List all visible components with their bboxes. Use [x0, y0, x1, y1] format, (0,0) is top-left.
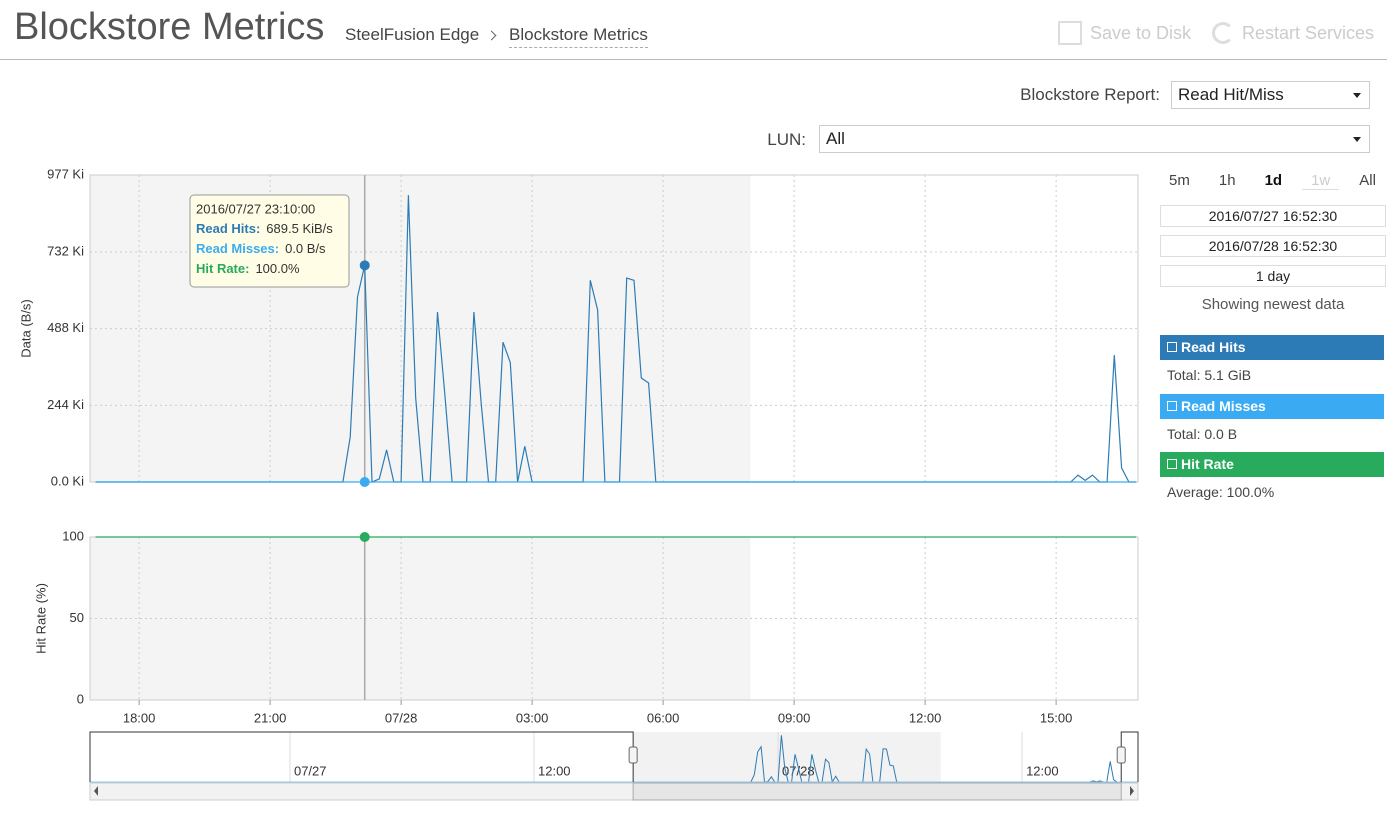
series-line: [95, 195, 1137, 483]
report-value: Read Hit/Miss: [1178, 85, 1284, 104]
charts: 0.0 Ki 244 Ki 488 Ki 732 Ki 977 Ki Data (B/s)…: [18, 166, 1139, 801]
save-button[interactable]: Save to Disk: [1090, 23, 1192, 43]
scroll-right[interactable]: [1130, 786, 1134, 796]
tooltip-label: Hit Rate:: [196, 261, 249, 276]
save-icon: [1058, 21, 1082, 45]
legend-check: [1167, 401, 1177, 411]
x-tick-label: 15:00: [1040, 710, 1073, 725]
breadcrumb-root[interactable]: SteelFusion Edge: [345, 25, 480, 44]
navigator-handle[interactable]: [628, 746, 638, 764]
y-axis-label: Hit Rate (%): [33, 583, 48, 654]
legend-read-misses[interactable]: Read Misses: [1160, 394, 1384, 419]
header-rule: [0, 59, 1387, 60]
navigator-shade: [633, 732, 941, 782]
navigator-line: [635, 735, 1121, 784]
tooltip-value: 100.0%: [255, 261, 300, 276]
y-tick-label: 50: [70, 610, 84, 625]
restart-button[interactable]: Restart Services: [1242, 23, 1375, 43]
tooltip-row: Read Hits: 689.5 KiB/s: [196, 221, 333, 236]
restart-icon: [1212, 22, 1234, 44]
start-field[interactable]: 2016/07/27 16:52:30: [1160, 205, 1386, 227]
legend-label: Read Misses: [1181, 398, 1266, 414]
legend-label: Read Hits: [1181, 339, 1246, 355]
scrollbar-thumb[interactable]: [632, 782, 1122, 801]
breadcrumb-current: Blockstore Metrics: [509, 25, 648, 48]
navigator-outline: [89, 731, 1139, 782]
range-button[interactable]: All: [1359, 172, 1376, 189]
tooltip-label: Read Misses:: [196, 241, 279, 256]
navigator-tick-label: 12:00: [538, 763, 571, 778]
report-label: Blockstore Report:: [1020, 85, 1160, 104]
lun-label: LUN:: [767, 130, 806, 149]
range-button[interactable]: 1w: [1302, 172, 1340, 190]
legend-check: [1167, 342, 1177, 352]
range-buttons: 5m 1h 1d 1w All: [1160, 172, 1385, 190]
range-status: Showing newest data: [1201, 296, 1345, 313]
tooltip-label: Read Hits:: [196, 221, 260, 236]
navigator-handle[interactable]: [1116, 746, 1126, 764]
lun-select[interactable]: All: [819, 125, 1370, 153]
y-tick-label: 244 Ki: [47, 397, 84, 412]
x-tick-label: 09:00: [778, 710, 811, 725]
y-tick-label: 0.0 Ki: [51, 473, 84, 488]
y-tick-label: 0: [77, 691, 84, 706]
tooltip-value: 0.0 B/s: [285, 241, 326, 256]
legend-summary: Total: 5.1 GiB: [1167, 367, 1252, 383]
legend-summary: Total: 0.0 B: [1167, 426, 1238, 442]
y-tick-label: 100: [62, 528, 84, 543]
duration-field[interactable]: 1 day: [1160, 265, 1386, 287]
tooltip-row: Hit Rate: 100.0%: [196, 261, 300, 276]
x-tick-label: 03:00: [516, 710, 549, 725]
y-tick-label: 488 Ki: [47, 320, 84, 335]
x-tick-label: 12:00: [909, 710, 942, 725]
tooltip-row: Read Misses: 0.0 B/s: [196, 241, 326, 256]
tooltip-value: 689.5 KiB/s: [266, 221, 333, 236]
range-button[interactable]: 1h: [1218, 172, 1236, 189]
report-select[interactable]: Read Hit/Miss: [1171, 81, 1370, 109]
y-tick-label: 732 Ki: [47, 243, 84, 258]
hover-point: [359, 532, 370, 542]
tooltip-title: 2016/07/27 23:10:00: [196, 201, 315, 216]
x-tick-label: 18:00: [123, 710, 156, 725]
y-axis-label: Data (B/s): [18, 299, 33, 358]
x-tick-label: 06:00: [647, 710, 680, 725]
tooltip-box: [189, 194, 350, 288]
legend-read-hits[interactable]: Read Hits: [1160, 335, 1384, 360]
range-button[interactable]: 1d: [1264, 172, 1283, 189]
end-field[interactable]: 2016/07/28 16:52:30: [1160, 235, 1386, 257]
navigator-tick-label: 07/28: [782, 763, 815, 778]
page-title: Blockstore Metrics: [14, 6, 325, 48]
x-tick-label: 21:00: [254, 710, 287, 725]
hover-point: [359, 260, 370, 271]
navigator-tick-label: 07/27: [294, 763, 327, 778]
legend-label: Hit Rate: [1181, 456, 1234, 472]
hover-point: [359, 477, 370, 487]
x-tick-label: 07/28: [385, 710, 418, 725]
scroll-left[interactable]: [94, 786, 98, 796]
tooltip: 2016/07/27 23:10:00 Read Hits: 689.5 KiB/s…: [189, 194, 350, 288]
legend-check: [1167, 459, 1177, 469]
range-button[interactable]: 5m: [1169, 172, 1190, 189]
legend-summary: Average: 100.0%: [1167, 484, 1275, 500]
y-tick-label: 977 Ki: [47, 166, 84, 181]
lun-value: All: [826, 129, 845, 148]
legend-hit-rate[interactable]: Hit Rate: [1160, 452, 1384, 477]
navigator-tick-label: 12:00: [1026, 763, 1059, 778]
